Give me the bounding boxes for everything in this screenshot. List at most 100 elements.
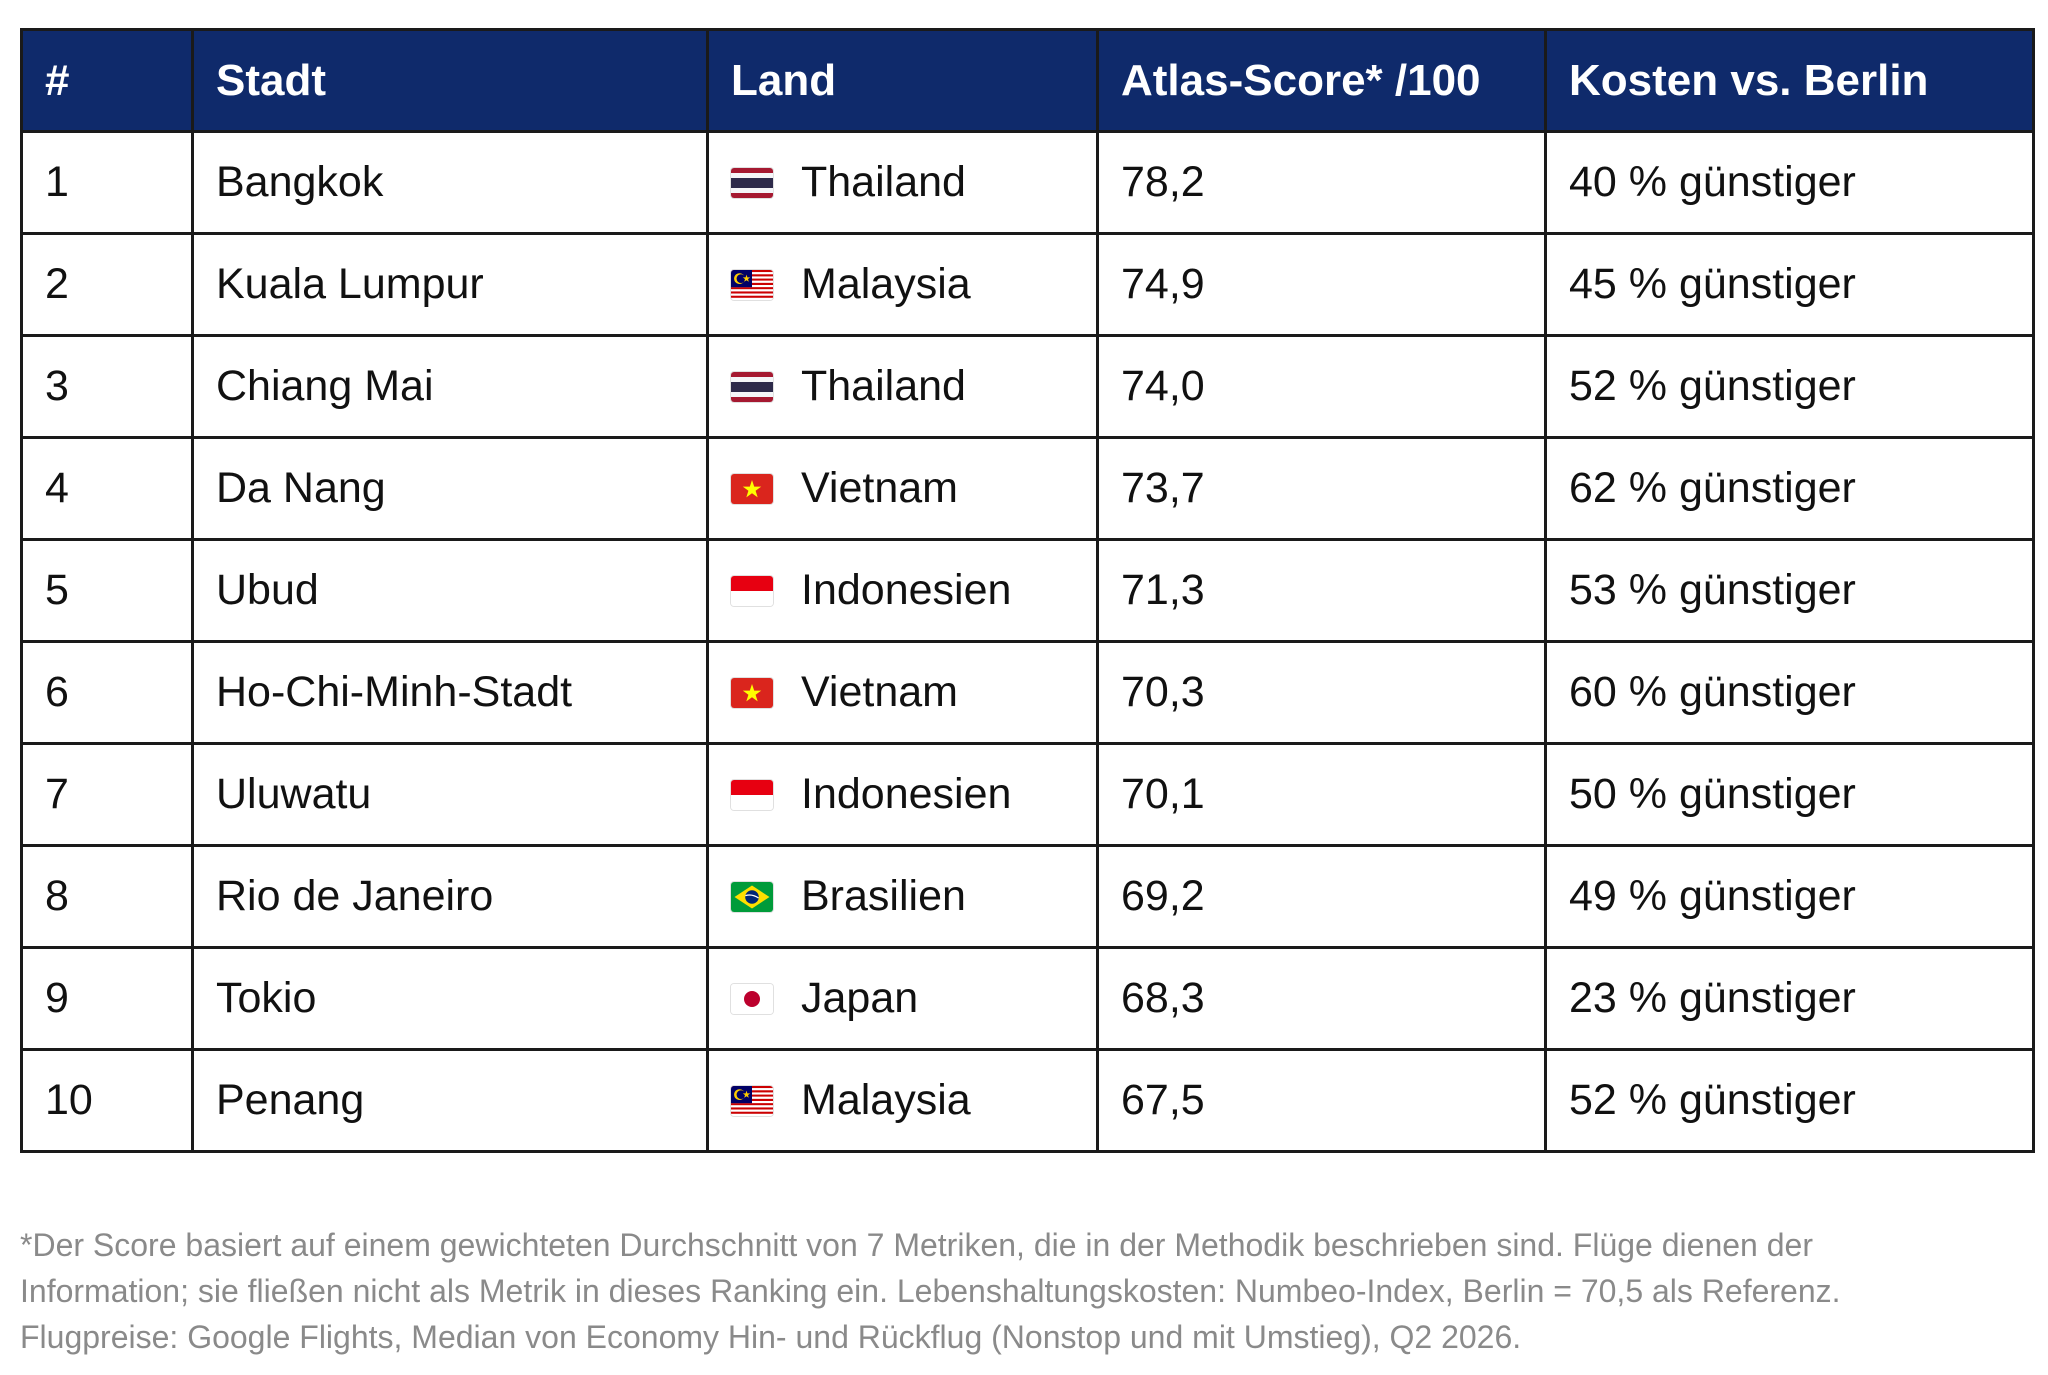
footnote-line-1: *Der Score basiert auf einem gewichteten… (20, 1227, 1813, 1263)
footnote: *Der Score basiert auf einem gewichteten… (20, 1222, 2020, 1360)
country-name: Malaysia (801, 1076, 971, 1124)
cell-rank: 6 (20, 640, 194, 745)
table-body: 1 Bangkok Thailand 78,2 40 % günstiger 2 Kuala… (20, 130, 2035, 1153)
country-cell-content: Malaysia (731, 260, 1095, 309)
header-country: Land (706, 28, 1099, 133)
country-cell-content: Thailand (731, 362, 1095, 411)
cell-cost: 62 % günstiger (1544, 436, 2035, 541)
cell-cost: 45 % günstiger (1544, 232, 2035, 337)
cell-score: 78,2 (1096, 130, 1547, 235)
footnote-line-3: Flugpreise: Google Flights, Median von E… (20, 1319, 1522, 1355)
country-cell-content: Japan (731, 974, 1095, 1023)
cell-cost: 60 % günstiger (1544, 640, 2035, 745)
cell-rank: 7 (20, 742, 194, 847)
header-city: Stadt (191, 28, 709, 133)
table-row: 8 Rio de Janeiro Brasilien 69,2 49 % günstig… (20, 844, 2035, 949)
cell-country: Indonesien (706, 538, 1099, 643)
japan-flag-icon (731, 983, 773, 1014)
cell-cost: 52 % günstiger (1544, 1048, 2035, 1153)
cell-score: 69,2 (1096, 844, 1547, 949)
country-name: Thailand (801, 158, 966, 206)
cell-rank: 3 (20, 334, 194, 439)
cell-country: Malaysia (706, 1048, 1099, 1153)
thailand-flag-icon (731, 371, 773, 402)
country-cell-content: Vietnam (731, 668, 1095, 717)
cell-cost: 52 % günstiger (1544, 334, 2035, 439)
cell-rank: 8 (20, 844, 194, 949)
footnote-line-2: Information; sie fließen nicht als Metri… (20, 1273, 1841, 1309)
country-name: Thailand (801, 362, 966, 410)
brazil-flag-icon (731, 881, 773, 912)
country-name: Brasilien (801, 872, 966, 920)
table-row: 10 Penang Malaysia 67,5 52 % günstiger (20, 1048, 2035, 1153)
cell-city: Chiang Mai (191, 334, 709, 439)
cell-city: Ho-Chi-Minh-Stadt (191, 640, 709, 745)
cell-rank: 9 (20, 946, 194, 1051)
header-rank: # (20, 28, 194, 133)
cell-country: Japan (706, 946, 1099, 1051)
malaysia-flag-icon (731, 1085, 773, 1116)
table-row: 9 Tokio Japan 68,3 23 % günstiger (20, 946, 2035, 1051)
cell-country: Indonesien (706, 742, 1099, 847)
indonesia-flag-icon (731, 575, 773, 606)
cell-score: 68,3 (1096, 946, 1547, 1051)
country-name: Indonesien (801, 770, 1012, 818)
cell-rank: 2 (20, 232, 194, 337)
ranking-table-container: # Stadt Land Atlas-Score* /100 Kosten vs… (20, 28, 2035, 1153)
table-row: 6 Ho-Chi-Minh-Stadt Vietnam 70,3 60 % günsti… (20, 640, 2035, 745)
thailand-flag-icon (731, 167, 773, 198)
cell-rank: 4 (20, 436, 194, 541)
cell-score: 67,5 (1096, 1048, 1547, 1153)
cell-country: Vietnam (706, 436, 1099, 541)
cell-score: 74,9 (1096, 232, 1547, 337)
cell-cost: 40 % günstiger (1544, 130, 2035, 235)
cell-score: 74,0 (1096, 334, 1547, 439)
country-name: Malaysia (801, 260, 971, 308)
country-name: Vietnam (801, 464, 958, 512)
cell-rank: 10 (20, 1048, 194, 1153)
cell-rank: 1 (20, 130, 194, 235)
header-cost: Kosten vs. Berlin (1544, 28, 2035, 133)
cell-country: Brasilien (706, 844, 1099, 949)
country-cell-content: Indonesien (731, 770, 1095, 819)
malaysia-flag-icon (731, 269, 773, 300)
country-cell-content: Vietnam (731, 464, 1095, 513)
cell-city: Tokio (191, 946, 709, 1051)
cell-city: Ubud (191, 538, 709, 643)
country-cell-content: Thailand (731, 158, 1095, 207)
country-cell-content: Malaysia (731, 1076, 1095, 1125)
cell-city: Rio de Janeiro (191, 844, 709, 949)
cell-rank: 5 (20, 538, 194, 643)
table-row: 1 Bangkok Thailand 78,2 40 % günstiger (20, 130, 2035, 235)
table-row: 4 Da Nang Vietnam 73,7 62 % günstiger (20, 436, 2035, 541)
indonesia-flag-icon (731, 779, 773, 810)
vietnam-flag-icon (731, 473, 773, 504)
ranking-table: # Stadt Land Atlas-Score* /100 Kosten vs… (20, 28, 2035, 1153)
cell-score: 70,1 (1096, 742, 1547, 847)
cell-city: Uluwatu (191, 742, 709, 847)
cell-country: Thailand (706, 334, 1099, 439)
country-cell-content: Indonesien (731, 566, 1095, 615)
cell-city: Bangkok (191, 130, 709, 235)
cell-cost: 49 % günstiger (1544, 844, 2035, 949)
cell-score: 70,3 (1096, 640, 1547, 745)
country-name: Japan (801, 974, 919, 1022)
table-row: 5 Ubud Indonesien 71,3 53 % günstiger (20, 538, 2035, 643)
vietnam-flag-icon (731, 677, 773, 708)
cell-country: Malaysia (706, 232, 1099, 337)
cell-city: Da Nang (191, 436, 709, 541)
table-header-row: # Stadt Land Atlas-Score* /100 Kosten vs… (20, 28, 2035, 133)
cell-cost: 50 % günstiger (1544, 742, 2035, 847)
cell-country: Vietnam (706, 640, 1099, 745)
cell-cost: 53 % günstiger (1544, 538, 2035, 643)
cell-cost: 23 % günstiger (1544, 946, 2035, 1051)
cell-country: Thailand (706, 130, 1099, 235)
cell-score: 73,7 (1096, 436, 1547, 541)
cell-city: Penang (191, 1048, 709, 1153)
country-name: Indonesien (801, 566, 1012, 614)
table-row: 3 Chiang Mai Thailand 74,0 52 % günstiger (20, 334, 2035, 439)
cell-city: Kuala Lumpur (191, 232, 709, 337)
table-row: 2 Kuala Lumpur Malaysia 74,9 45 % günstiger (20, 232, 2035, 337)
header-score: Atlas-Score* /100 (1096, 28, 1547, 133)
cell-score: 71,3 (1096, 538, 1547, 643)
